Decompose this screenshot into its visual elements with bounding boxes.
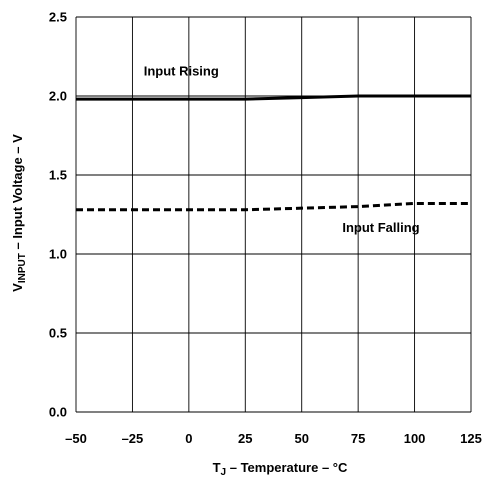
series-line-input-rising — [76, 94, 471, 101]
y-tick-label: 2.5 — [49, 10, 67, 25]
x-tick-label: 50 — [294, 431, 308, 446]
y-axis-title: VINPUT – Input Voltage – V — [10, 134, 28, 292]
x-tick-label: –50 — [65, 431, 87, 446]
annotations: Input Rising Input Falling — [144, 63, 420, 234]
x-axis-title: TJ – Temperature – °C — [213, 460, 348, 478]
series-line-input-falling — [76, 201, 471, 212]
series-lines — [76, 94, 471, 212]
grid — [75, 16, 472, 413]
y-tick-label: 1.0 — [49, 247, 67, 262]
y-tick-label: 1.5 — [49, 168, 67, 183]
y-tick-label: 2.0 — [49, 89, 67, 104]
y-tick-label: 0.5 — [49, 326, 67, 341]
x-tick-label: 125 — [460, 431, 482, 446]
x-tick-label: 25 — [238, 431, 252, 446]
tick-labels: –50 –25 0 25 50 75 100 125 0.0 0.5 1.0 1.5 2.0 2.5 — [49, 10, 482, 447]
annotation-label: Input Falling — [342, 220, 419, 235]
x-tick-label: –25 — [122, 431, 144, 446]
y-tick-label: 0.0 — [49, 405, 67, 420]
annotation-label: Input Rising — [144, 63, 219, 78]
x-tick-label: 0 — [185, 431, 192, 446]
x-tick-label: 100 — [404, 431, 426, 446]
x-tick-label: 75 — [351, 431, 365, 446]
